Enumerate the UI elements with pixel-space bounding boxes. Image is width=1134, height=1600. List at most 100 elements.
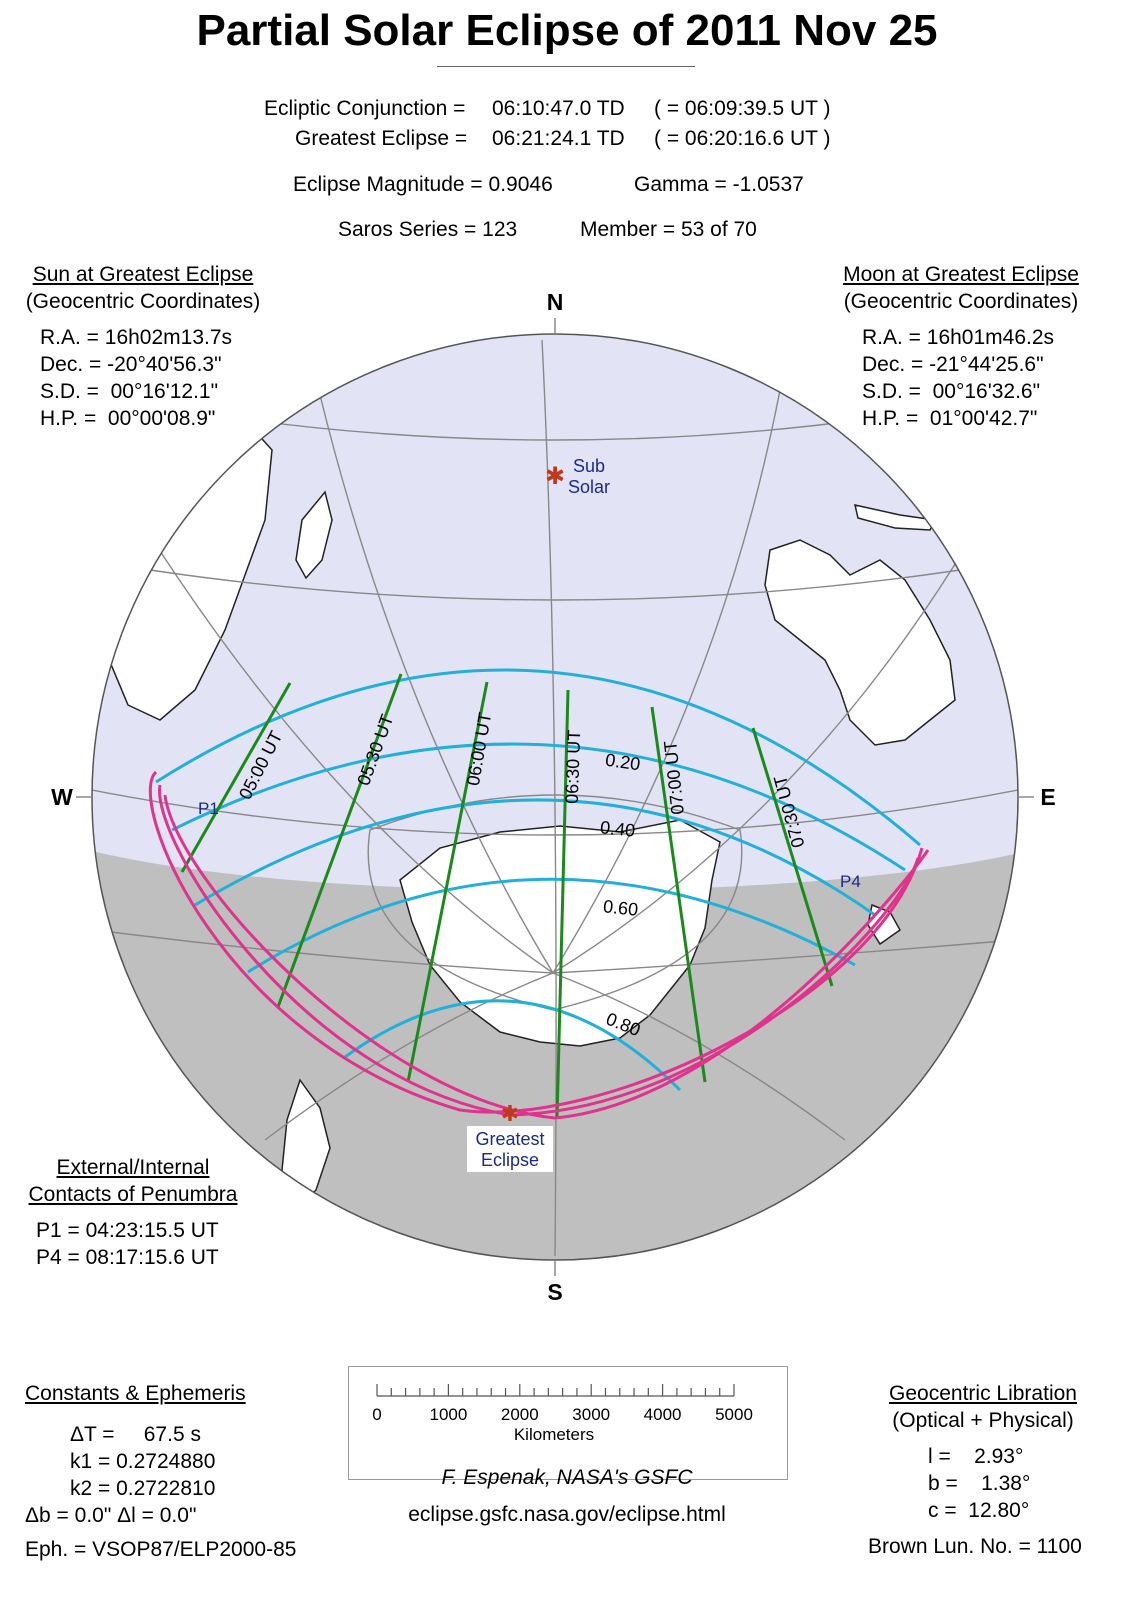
delta-t: ΔT = 67.5 s [70, 1423, 201, 1446]
sun-heading: Sun at Greatest Eclipse [32, 263, 254, 286]
sun-dec: Dec. = -20°40'56.3" [40, 353, 222, 376]
direction-south: S [547, 1279, 562, 1305]
time-line-0530 [276, 673, 403, 1008]
saros-series: Saros Series = 123 [338, 218, 518, 241]
limit-curve-middle [158, 784, 920, 1117]
sun-subheading: (Geocentric Coordinates) [25, 290, 261, 313]
scale-tick-label: 1000 [429, 1405, 467, 1424]
ephemeris: Eph. = VSOP87/ELP2000-85 [25, 1538, 297, 1561]
moon-block: Moon at Greatest Eclipse (Geocentric Coo… [826, 261, 1096, 315]
libration-values: l = 2.93° b = 1.38° c = 12.80° [928, 1443, 1030, 1524]
time-label-0630: 06:30 UT [562, 729, 585, 804]
gamma-value: Gamma = -1.0537 [634, 173, 804, 196]
landmass-madagascar [295, 490, 333, 580]
direction-north: N [547, 289, 564, 315]
scale-labels: 0 1000 2000 3000 4000 5000 [372, 1405, 753, 1424]
landmass-antarctica [399, 819, 721, 1047]
landmass-australia [764, 539, 956, 746]
sub-solar-label-2: Solar [568, 477, 610, 497]
contact-p1: P1 = 04:23:15.5 UT [36, 1219, 219, 1242]
greatest-eclipse-marker-icon: ✱ [501, 1102, 519, 1127]
title-divider [437, 66, 695, 67]
sub-solar-label-1: Sub [573, 456, 605, 476]
constants-heading: Constants & Ephemeris [25, 1382, 246, 1405]
constants-values: ΔT = 67.5 s k1 = 0.2724880 k2 = 0.272281… [70, 1421, 215, 1502]
time-lines [180, 673, 834, 1119]
greatest-eclipse-label-1: Greatest [475, 1129, 544, 1149]
ecliptic-conjunction-td: 06:10:47.0 TD [492, 97, 625, 120]
scale-tick-label: 4000 [644, 1405, 682, 1424]
magnitude-lines [155, 668, 921, 1092]
credit-text: F. Espenak, NASA's GSFC [441, 1466, 693, 1489]
contacts-heading-2: Contacts of Penumbra [28, 1183, 238, 1206]
greatest-eclipse-label-bg [467, 1126, 553, 1172]
greatest-eclipse-ut: ( = 06:20:16.6 UT ) [654, 127, 831, 150]
saros-member: Member = 53 of 70 [580, 218, 757, 241]
magnitude-line-0-80 [344, 999, 682, 1092]
ecliptic-conjunction-label: Ecliptic Conjunction = [264, 97, 466, 120]
time-line-0630 [555, 689, 570, 1119]
time-line-0730 [751, 727, 834, 987]
greatest-eclipse-label-2: Eclipse [481, 1150, 539, 1170]
sun-coordinates: R.A. = 16h02m13.7s Dec. = -20°40'56.3" S… [40, 324, 232, 432]
land-masses [94, 419, 956, 1212]
moon-subheading: (Geocentric Coordinates) [843, 290, 1079, 313]
limit-curve-outer [148, 770, 924, 1114]
moon-sd: S.D. = 00°16'32.6" [862, 380, 1041, 403]
sun-block: Sun at Greatest Eclipse (Geocentric Coor… [12, 261, 274, 315]
contacts-heading-1: External/Internal [56, 1156, 210, 1179]
moon-dec: Dec. = -21°44'25.6" [862, 353, 1044, 376]
sun-ra: R.A. = 16h02m13.7s [40, 326, 233, 349]
landmass-indonesia [854, 504, 937, 531]
limit-curves [148, 770, 930, 1120]
moon-heading: Moon at Greatest Eclipse [843, 263, 1079, 286]
eclipse-magnitude: Eclipse Magnitude = 0.9046 [293, 173, 553, 196]
magnitude-label-0-60: 0.60 [602, 896, 639, 920]
time-line-0600 [406, 681, 489, 1083]
page-title: Partial Solar Eclipse of 2011 Nov 25 [196, 6, 938, 55]
greatest-eclipse-label: Greatest Eclipse = [295, 127, 468, 150]
direction-ticks [76, 318, 1034, 1276]
contact-p4: P4 = 08:17:15.6 UT [36, 1246, 219, 1269]
greatest-eclipse-td: 06:21:24.1 TD [492, 127, 625, 150]
libration-c: c = 12.80° [928, 1499, 1030, 1522]
time-line-0500 [180, 682, 292, 873]
magnitude-line-0-60 [247, 877, 856, 974]
ecliptic-conjunction-ut: ( = 06:09:39.5 UT ) [654, 97, 831, 120]
moon-ra: R.A. = 16h01m46.2s [862, 326, 1055, 349]
contacts-values: P1 = 04:23:15.5 UT P4 = 08:17:15.6 UT [36, 1217, 219, 1271]
scale-tick-label: 5000 [715, 1405, 753, 1424]
sun-sd: S.D. = 00°16'12.1" [40, 380, 219, 403]
sub-solar-marker-icon: ✱ [545, 462, 565, 490]
delta-b-l: Δb = 0.0" Δl = 0.0" [25, 1504, 197, 1527]
scale-tick-label: 3000 [572, 1405, 610, 1424]
k1-value: k1 = 0.2724880 [70, 1450, 216, 1473]
distance-scale-box [348, 1366, 788, 1480]
libration-l: l = 2.93° [928, 1445, 1024, 1468]
libration-heading: Geocentric Libration [889, 1382, 1077, 1405]
contacts-block: External/Internal Contacts of Penumbra [22, 1154, 244, 1208]
magnitude-line-0-40 [194, 798, 876, 917]
moon-hp: H.P. = 01°00'42.7" [862, 407, 1038, 430]
k2-value: k2 = 0.2722810 [70, 1477, 216, 1500]
moon-coordinates: R.A. = 16h01m46.2s Dec. = -21°44'25.6" S… [862, 324, 1054, 432]
penumbra-northern-limit [155, 668, 921, 847]
direction-west: W [51, 784, 73, 810]
magnitude-label-0-20: 0.20 [604, 750, 641, 775]
source-url: eclipse.gsfc.nasa.gov/eclipse.html [408, 1503, 726, 1526]
time-line-0700 [650, 706, 707, 1083]
brown-lunation: Brown Lun. No. = 1100 [868, 1535, 1082, 1558]
p1-map-label: P1 [198, 799, 219, 818]
limit-curve-inner [163, 794, 930, 1120]
scale-tick-label: 2000 [501, 1405, 539, 1424]
sun-hp: H.P. = 00°00'08.9" [40, 407, 216, 430]
direction-east: E [1040, 784, 1055, 810]
magnitude-line-0-20 [171, 742, 906, 872]
scale-tick-label: 0 [372, 1405, 381, 1424]
scale-ticks [376, 1384, 735, 1397]
scale-unit-label: Kilometers [514, 1425, 594, 1444]
p4-map-label: P4 [840, 872, 861, 891]
libration-b: b = 1.38° [928, 1472, 1031, 1495]
